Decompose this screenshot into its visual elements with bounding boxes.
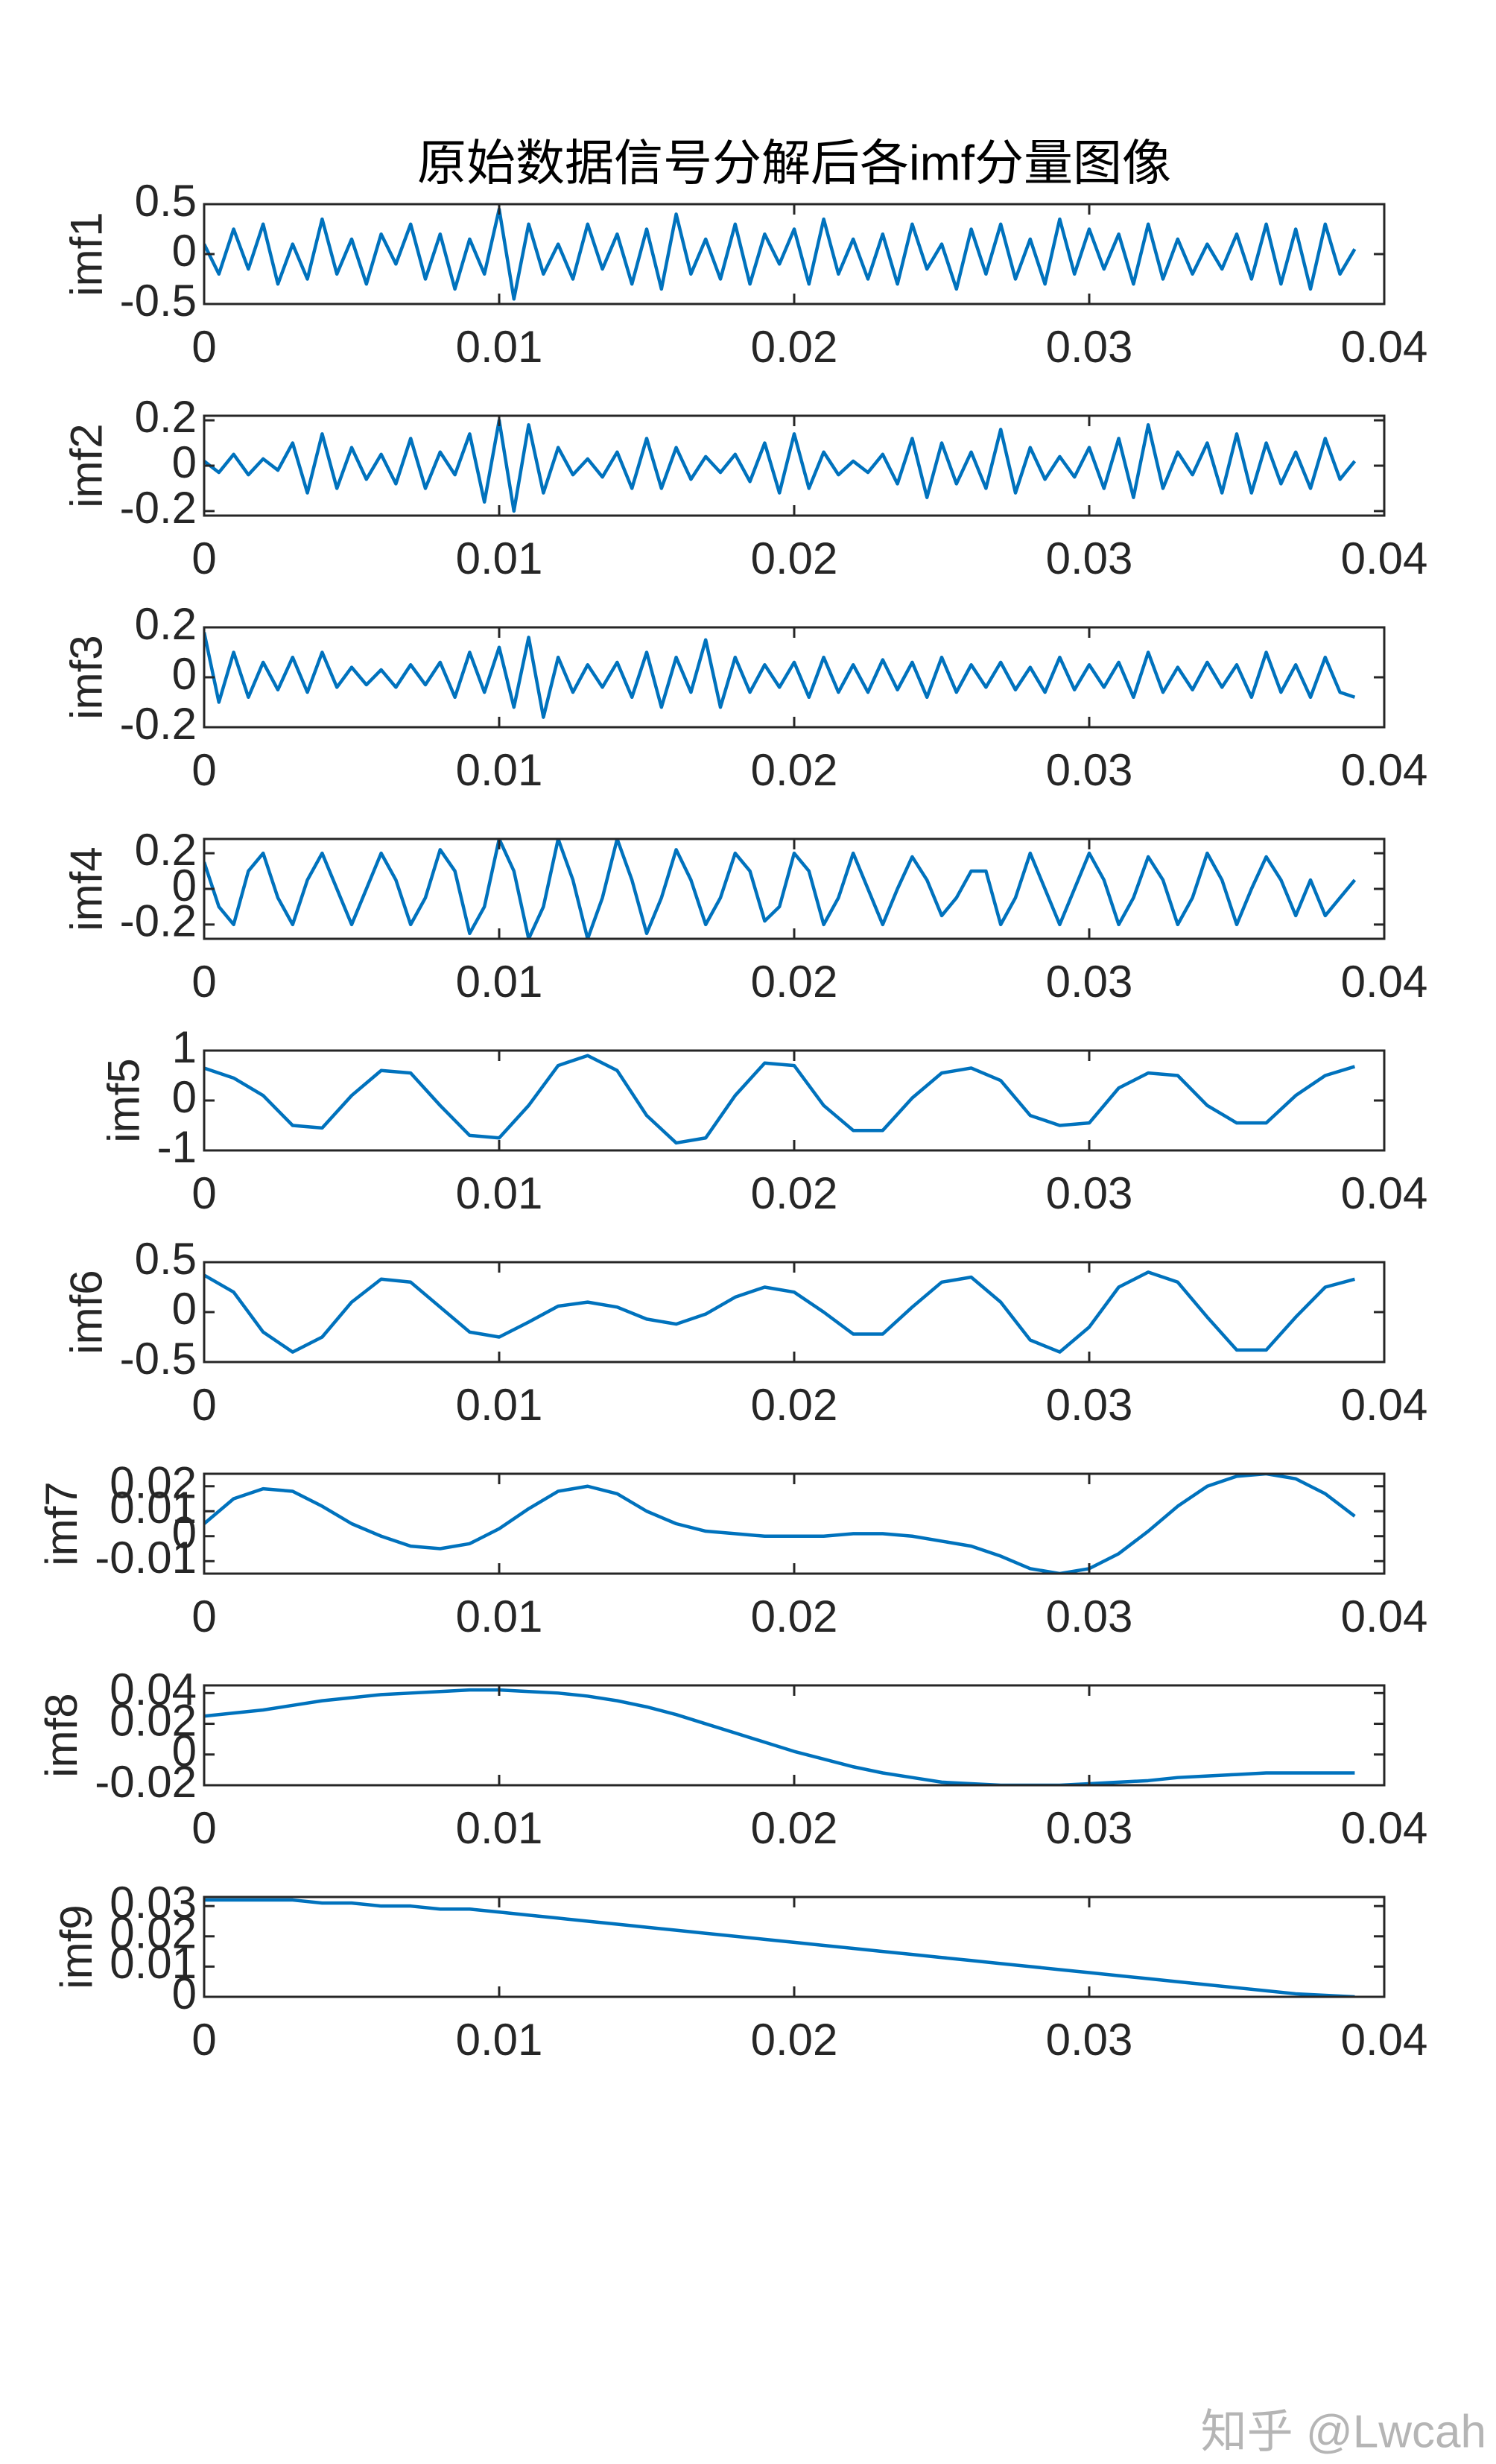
x-tick-label: 0.01 (456, 745, 543, 795)
y-tick-label: 0 (172, 1072, 197, 1122)
x-tick-label: 0.04 (1341, 745, 1428, 795)
x-tick-label: 0.02 (751, 1380, 838, 1430)
x-tick-label: 0.03 (1046, 1168, 1133, 1218)
x-tick-label: 0.02 (751, 745, 838, 795)
y-tick-label: -0.2 (120, 896, 197, 946)
y-axis-label: imf9 (51, 1904, 101, 1989)
y-axis-label: imf2 (61, 423, 111, 507)
x-tick-label: 0.02 (751, 2015, 838, 2065)
x-tick-label: 0.03 (1046, 1803, 1133, 1853)
y-tick-label: 0 (172, 861, 197, 910)
y-tick-label: -0.2 (120, 699, 197, 749)
imf-line (204, 1054, 1356, 1145)
x-tick-label: 0 (191, 1803, 216, 1853)
y-tick-label: 0 (172, 1508, 197, 1558)
x-tick-label: 0.03 (1046, 957, 1133, 1007)
x-tick-label: 0.02 (751, 1168, 838, 1218)
x-tick-label: 0 (191, 1592, 216, 1641)
y-tick-label: 0.02 (110, 1695, 197, 1745)
y-tick-label: 0 (172, 1284, 197, 1334)
imf-line (204, 1898, 1355, 1997)
y-axis-label: imf7 (37, 1481, 86, 1565)
x-tick-label: 0.02 (751, 957, 838, 1007)
y-tick-label: -0.5 (120, 1334, 197, 1384)
x-tick-label: 0.04 (1341, 1168, 1428, 1218)
y-tick-label: -1 (157, 1122, 197, 1172)
x-tick-label: 0.01 (456, 1592, 543, 1641)
imf-line (204, 207, 1357, 301)
y-tick-label: 0.01 (110, 1483, 197, 1533)
x-tick-label: 0 (191, 745, 216, 795)
y-axis-label: imf5 (98, 1058, 148, 1142)
y-axis-label: imf8 (37, 1693, 86, 1777)
y-tick-label: 0.03 (110, 1878, 197, 1928)
imf-line (204, 632, 1356, 719)
x-tick-label: 0.01 (456, 957, 543, 1007)
x-tick-label: 0.01 (456, 322, 543, 372)
x-tick-label: 0.01 (456, 1380, 543, 1430)
y-tick-label: -0.01 (95, 1533, 197, 1583)
y-tick-label: 0.2 (135, 599, 197, 649)
y-tick-label: -0.02 (95, 1757, 197, 1807)
x-tick-label: 0.03 (1046, 533, 1133, 583)
x-tick-label: 0.04 (1341, 2015, 1428, 2065)
x-tick-label: 0.04 (1341, 322, 1428, 372)
watermark: 知乎 @Lwcah (1201, 2406, 1486, 2457)
y-tick-label: 0.01 (110, 1938, 197, 1988)
y-tick-label: 0 (172, 226, 197, 276)
y-tick-label: 0 (172, 649, 197, 699)
x-tick-label: 0.03 (1046, 1592, 1133, 1641)
x-tick-label: 0.03 (1046, 745, 1133, 795)
y-tick-label: -0.2 (120, 483, 197, 533)
x-tick-label: 0.02 (751, 533, 838, 583)
x-tick-label: 0.04 (1341, 1803, 1428, 1853)
x-tick-label: 0.01 (456, 2015, 543, 2065)
x-tick-label: 0.02 (751, 1803, 838, 1853)
y-axis-label: imf1 (61, 212, 111, 296)
imf-line (204, 839, 1357, 939)
y-tick-label: 0 (172, 1726, 197, 1776)
x-tick-label: 0 (191, 1168, 216, 1218)
x-tick-label: 0.01 (456, 1168, 543, 1218)
x-tick-label: 0.04 (1341, 957, 1428, 1007)
chart-title: 原始数据信号分解后各imf分量图像 (417, 135, 1171, 190)
y-tick-label: 0.5 (135, 1234, 197, 1284)
x-tick-label: 0.03 (1046, 322, 1133, 372)
y-axis-label: imf3 (61, 635, 111, 719)
x-tick-label: 0.03 (1046, 2015, 1133, 2065)
imf-line (204, 1688, 1355, 1785)
x-tick-label: 0 (191, 957, 216, 1007)
y-tick-label: -0.5 (120, 276, 197, 326)
y-tick-label: 0.2 (135, 825, 197, 875)
imf-line (204, 418, 1357, 513)
imf-line (204, 1270, 1355, 1354)
x-tick-label: 0.04 (1341, 533, 1428, 583)
x-tick-label: 0.03 (1046, 1380, 1133, 1430)
x-tick-label: 0.04 (1341, 1380, 1428, 1430)
y-tick-label: 0 (172, 1969, 197, 2018)
y-axis-label: imf4 (61, 846, 111, 931)
y-tick-label: 0.02 (110, 1458, 197, 1508)
x-tick-label: 0.02 (751, 322, 838, 372)
y-tick-label: 0 (172, 437, 197, 487)
y-tick-label: 0.02 (110, 1908, 197, 1958)
y-tick-label: 0.5 (135, 176, 197, 226)
y-axis-label: imf6 (61, 1270, 111, 1354)
x-tick-label: 0 (191, 533, 216, 583)
x-tick-label: 0.04 (1341, 1592, 1428, 1641)
x-tick-label: 0.02 (751, 1592, 838, 1641)
x-tick-label: 0.01 (456, 1803, 543, 1853)
x-tick-label: 0.01 (456, 533, 543, 583)
y-tick-label: 0.2 (135, 392, 197, 442)
x-tick-label: 0 (191, 2015, 216, 2065)
x-tick-label: 0 (191, 1380, 216, 1430)
y-tick-label: 0.04 (110, 1665, 197, 1714)
imf-line (204, 1474, 1356, 1574)
y-tick-label: 1 (172, 1022, 197, 1072)
x-tick-label: 0 (191, 322, 216, 372)
